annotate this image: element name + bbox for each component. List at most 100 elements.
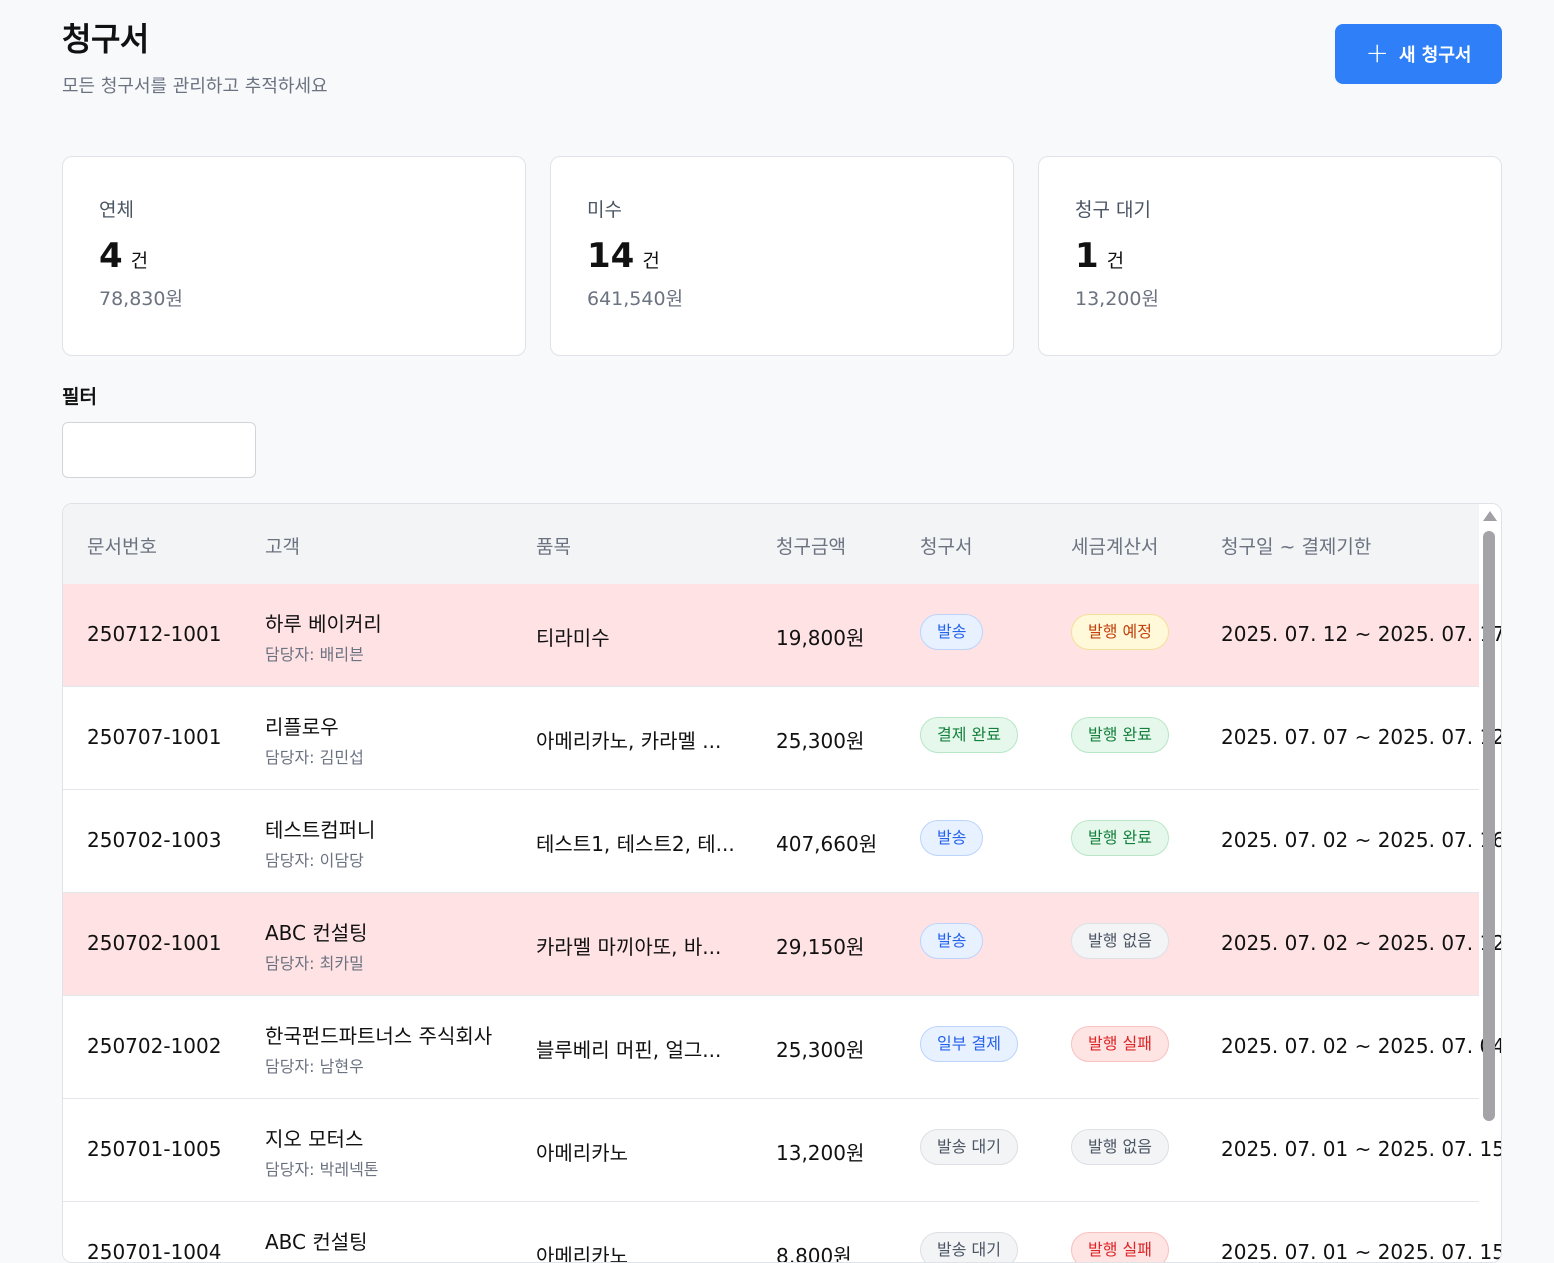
date-range: 2025. 07. 07 ~ 2025. 07. 12 [1221, 725, 1502, 749]
scroll-thumb[interactable] [1483, 531, 1495, 1121]
tax-status-badge: 발행 완료 [1071, 717, 1169, 753]
invoice-status-badge: 발송 [920, 923, 984, 959]
customer-name: 한국펀드파트너스 주식회사 [265, 1024, 493, 1048]
date-range: 2025. 07. 02 ~ 2025. 07. 04 [1221, 1034, 1502, 1058]
tax-status-badge: 발행 없음 [1071, 1129, 1169, 1165]
stat-amount: 641,540원 [587, 288, 684, 310]
page-title: 청구서 [62, 20, 149, 58]
customer-manager: 담당자: 김민섭 [265, 748, 364, 767]
table-row[interactable]: 250707-1001 리플로우 담당자: 김민섭 아메리카노, 카라멜 ...… [63, 687, 1501, 790]
doc-number: 250701-1005 [87, 1137, 222, 1161]
amount: 25,300원 [776, 1038, 865, 1062]
stat-label: 연체 [99, 199, 134, 221]
amount: 25,300원 [776, 729, 865, 753]
new-invoice-button[interactable]: + 새 청구서 [1335, 24, 1502, 84]
items: 블루베리 머핀, 얼그... [536, 1038, 722, 1062]
doc-number: 250701-1004 [87, 1240, 222, 1263]
doc-number: 250702-1001 [87, 931, 222, 955]
doc-number: 250702-1002 [87, 1034, 222, 1058]
tax-status-badge: 발행 없음 [1071, 923, 1169, 959]
table-row[interactable]: 250702-1001 ABC 컨설팅 담당자: 최카밀 카라멜 마끼아또, 바… [63, 893, 1501, 996]
customer-cell: ABC 컨설팅 [265, 1226, 368, 1259]
column-header-dates[interactable]: 청구일 ~ 결제기한 [1221, 536, 1372, 558]
page-subtitle: 모든 청구서를 관리하고 추적하세요 [62, 76, 328, 97]
tax-status-badge: 발행 실패 [1071, 1232, 1169, 1262]
customer-cell: 한국펀드파트너스 주식회사 담당자: 남현우 [265, 1020, 492, 1077]
customer-name: 테스트컴퍼니 [265, 818, 376, 842]
tax-status-badge: 발행 완료 [1071, 820, 1169, 856]
amount: 407,660원 [776, 832, 878, 856]
column-header-tax[interactable]: 세금계산서 [1071, 536, 1159, 558]
filter-input[interactable] [62, 422, 256, 478]
table-row[interactable]: 250702-1002 한국펀드파트너스 주식회사 담당자: 남현우 블루베리 … [63, 996, 1501, 1099]
customer-name: ABC 컨설팅 [265, 921, 368, 945]
invoice-status-badge: 발송 [920, 614, 984, 650]
customer-name: ABC 컨설팅 [265, 1230, 368, 1254]
items: 테스트1, 테스트2, 테... [536, 832, 735, 856]
date-range: 2025. 07. 01 ~ 2025. 07. 15 [1221, 1240, 1502, 1263]
invoice-table: 문서번호 고객 품목 청구금액 청구서 세금계산서 청구일 ~ 결제기한 250… [62, 503, 1502, 1263]
table-header: 문서번호 고객 품목 청구금액 청구서 세금계산서 청구일 ~ 결제기한 [63, 504, 1479, 586]
new-invoice-label: 새 청구서 [1398, 45, 1472, 66]
items: 아메리카노 [536, 1141, 628, 1165]
invoice-status-badge: 결제 완료 [920, 717, 1018, 753]
stat-label: 청구 대기 [1075, 199, 1151, 221]
page-header: 청구서 모든 청구서를 관리하고 추적하세요 [62, 14, 328, 98]
column-header-invoice[interactable]: 청구서 [920, 536, 973, 558]
items: 아메리카노 [536, 1244, 628, 1263]
stat-unit: 건 [1106, 250, 1125, 272]
table-row[interactable]: 250712-1001 하루 베이커리 담당자: 배리븐 티라미수 19,800… [63, 584, 1501, 687]
date-range: 2025. 07. 02 ~ 2025. 07. 16 [1221, 828, 1502, 852]
table-row[interactable]: 250702-1003 테스트컴퍼니 담당자: 이담당 테스트1, 테스트2, … [63, 790, 1501, 893]
invoice-status-badge: 발송 [920, 820, 984, 856]
invoice-status-badge: 발송 대기 [920, 1129, 1018, 1165]
stat-count: 14 [587, 236, 635, 276]
date-range: 2025. 07. 12 ~ 2025. 07. 17 [1221, 622, 1502, 646]
table-row[interactable]: 250701-1004 ABC 컨설팅 아메리카노 8,800원 발송 대기 발… [63, 1202, 1501, 1263]
filter-label: 필터 [62, 386, 97, 408]
amount: 13,200원 [776, 1141, 865, 1165]
customer-cell: 리플로우 담당자: 김민섭 [265, 711, 364, 768]
stat-amount: 13,200원 [1075, 288, 1159, 310]
stat-card-overdue: 연체 4 건 78,830원 [62, 156, 526, 356]
customer-name: 지오 모터스 [265, 1127, 364, 1151]
amount: 19,800원 [776, 626, 865, 650]
customer-cell: ABC 컨설팅 담당자: 최카밀 [265, 917, 368, 974]
stat-unit: 건 [642, 250, 660, 272]
invoice-status-badge: 일부 결제 [920, 1026, 1018, 1062]
column-header-amount[interactable]: 청구금액 [776, 536, 846, 558]
stat-amount: 78,830원 [99, 288, 183, 310]
stat-card-pending: 청구 대기 1 건 13,200원 [1038, 156, 1502, 356]
customer-manager: 담당자: 이담당 [265, 851, 364, 870]
date-range: 2025. 07. 02 ~ 2025. 07. 12 [1221, 931, 1502, 955]
table-scrollbar[interactable] [1478, 505, 1500, 1253]
tax-status-badge: 발행 실패 [1071, 1026, 1169, 1062]
column-header-doc[interactable]: 문서번호 [87, 536, 157, 558]
doc-number: 250712-1001 [87, 622, 222, 646]
date-range: 2025. 07. 01 ~ 2025. 07. 15 [1221, 1137, 1502, 1161]
stat-label: 미수 [587, 199, 622, 221]
customer-cell: 지오 모터스 담당자: 박레넥톤 [265, 1123, 379, 1180]
stat-card-unpaid: 미수 14 건 641,540원 [550, 156, 1014, 356]
customer-cell: 테스트컴퍼니 담당자: 이담당 [265, 814, 375, 871]
table-row[interactable]: 250701-1005 지오 모터스 담당자: 박레넥톤 아메리카노 13,20… [63, 1099, 1501, 1202]
scroll-up-icon[interactable] [1483, 511, 1497, 521]
customer-cell: 하루 베이커리 담당자: 배리븐 [265, 608, 382, 665]
customer-name: 리플로우 [265, 715, 339, 739]
plus-icon: + [1365, 36, 1389, 69]
column-header-items[interactable]: 품목 [536, 536, 571, 558]
amount: 29,150원 [776, 935, 865, 959]
customer-manager: 담당자: 배리븐 [265, 645, 364, 664]
customer-manager: 담당자: 최카밀 [265, 954, 364, 973]
items: 카라멜 마끼아또, 바... [536, 935, 722, 959]
doc-number: 250702-1003 [87, 828, 222, 852]
items: 아메리카노, 카라멜 ... [536, 729, 722, 753]
stat-count: 1 [1075, 236, 1099, 276]
items: 티라미수 [536, 626, 610, 650]
stat-unit: 건 [130, 250, 149, 272]
customer-manager: 담당자: 박레넥톤 [265, 1160, 379, 1179]
tax-status-badge: 발행 예정 [1071, 614, 1169, 650]
customer-name: 하루 베이커리 [265, 612, 382, 636]
column-header-customer[interactable]: 고객 [265, 536, 300, 558]
doc-number: 250707-1001 [87, 725, 222, 749]
